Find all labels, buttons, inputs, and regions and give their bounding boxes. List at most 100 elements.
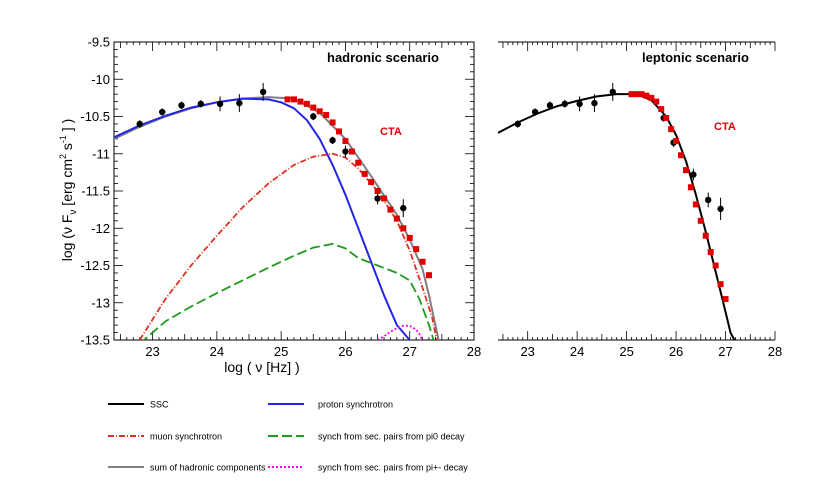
legend-label: muon synchrotron xyxy=(150,432,222,442)
cta-data-point xyxy=(717,281,724,288)
y-tick-label: -10.5 xyxy=(80,109,110,124)
synch-from-sec-pairs-from-pi-decay-curve xyxy=(377,324,424,340)
measured-data-point xyxy=(329,137,336,144)
cta-data-point xyxy=(653,98,660,105)
cta-data-point xyxy=(303,100,310,107)
measured-data-point xyxy=(259,88,267,96)
hadronic-axis-ticks xyxy=(114,41,475,341)
cta-data-point xyxy=(291,96,297,103)
cta-data-point xyxy=(419,258,426,265)
legend-label: proton synchrotron xyxy=(318,400,393,410)
y-axis-label-sup2: -1 xyxy=(58,135,68,143)
measured-data-point xyxy=(609,88,616,96)
x-tick-label: 23 xyxy=(145,344,159,359)
cta-data-point xyxy=(722,296,729,303)
cta-data-point xyxy=(329,119,336,126)
measured-data-point xyxy=(546,102,554,109)
leptonic-title: leptonic scenario xyxy=(642,50,749,65)
measured-data-point xyxy=(374,195,381,202)
cta-data-point xyxy=(323,112,330,119)
cta-data-point xyxy=(361,170,368,177)
x-tick-label: 25 xyxy=(619,344,633,359)
measured-data-point xyxy=(310,113,317,120)
cta-data-point xyxy=(368,179,375,186)
cta-data-point xyxy=(413,246,420,253)
legend-label: SSC xyxy=(150,400,169,410)
leptonic-points xyxy=(514,82,729,303)
y-tick-label: -10 xyxy=(91,72,110,87)
cta-data-point xyxy=(400,225,407,232)
y-tick-label: -13.5 xyxy=(80,333,110,348)
x-tick-label: 28 xyxy=(467,344,481,359)
leptonic-curves xyxy=(498,93,736,340)
measured-data-point xyxy=(136,120,143,128)
x-tick-label: 27 xyxy=(402,344,416,359)
x-tick-label: 26 xyxy=(338,344,352,359)
y-axis-label-sub: ν xyxy=(68,210,79,215)
cta-data-point xyxy=(381,195,387,202)
cta-data-point xyxy=(342,138,349,145)
x-tick-label: 25 xyxy=(274,344,288,359)
measured-data-point xyxy=(531,108,539,116)
cta-data-point xyxy=(310,104,317,111)
y-tick-label: -9.5 xyxy=(88,35,110,50)
measured-data-point xyxy=(705,196,712,204)
leptonic-cta-label: CTA xyxy=(714,121,736,133)
y-tick-label: -12.5 xyxy=(80,258,110,273)
cta-data-point xyxy=(658,106,665,113)
cta-data-point xyxy=(638,91,645,98)
synch-from-sec-pairs-from-pi0-decay-curve xyxy=(142,243,435,340)
x-tick-label: 28 xyxy=(768,344,782,359)
hadronic-y-tick-labels: -9.5 -10 -10.5 -11 -11.5 -12 -12.5 -13 -13.5 xyxy=(80,35,110,348)
cta-data-point xyxy=(374,188,381,194)
legend-label: sum of hadronic components xyxy=(150,463,266,473)
hadronic-title: hadronic scenario xyxy=(327,50,439,65)
x-tick-label: 24 xyxy=(570,344,584,359)
cta-data-point xyxy=(668,126,675,133)
y-axis-label-text: log (ν F xyxy=(59,215,75,262)
x-tick-label: 23 xyxy=(520,344,534,359)
cta-data-point xyxy=(628,91,635,98)
cta-data-point xyxy=(643,92,650,99)
x-axis-label: log ( ν [Hz] ) xyxy=(224,359,299,375)
legend: SSC proton synchrotron muon synchrotron syn… xyxy=(108,400,468,473)
ssc-curve xyxy=(498,93,736,340)
x-tick-label: 27 xyxy=(718,344,732,359)
y-axis-label: log (ν Fν [erg cm2 s-1 ] ) xyxy=(58,119,79,262)
y-tick-label: -13 xyxy=(91,295,110,310)
cta-data-point xyxy=(426,272,432,279)
cta-data-point xyxy=(406,234,413,241)
cta-data-point xyxy=(336,128,342,135)
cta-data-point xyxy=(673,138,680,145)
y-axis-label-end: ] ) xyxy=(59,119,75,135)
cta-data-point xyxy=(316,108,323,115)
cta-data-point xyxy=(687,184,694,191)
cta-data-point xyxy=(707,249,714,256)
cta-data-point xyxy=(692,201,699,208)
measured-data-point xyxy=(342,148,349,155)
x-tick-label: 24 xyxy=(210,344,224,359)
measured-data-point xyxy=(400,204,407,212)
leptonic-x-tick-labels: 23 24 25 26 27 28 xyxy=(520,344,782,359)
measured-data-point xyxy=(159,108,166,116)
cta-data-point xyxy=(284,96,291,103)
cta-data-point xyxy=(663,114,670,121)
legend-label: synch from sec. pairs from pi0 decay xyxy=(318,432,465,442)
measured-data-point xyxy=(197,100,204,108)
legend-label: synch from sec. pairs from pi+- decay xyxy=(318,463,468,473)
cta-data-point xyxy=(702,232,709,239)
cta-data-point xyxy=(682,167,689,174)
y-tick-label: -11.5 xyxy=(81,184,110,199)
measured-data-point xyxy=(576,100,583,108)
hadronic-panel: -9.5-10-10.5-11-11.5-12-12.5-13-13.5 23 2… xyxy=(80,35,481,360)
cta-data-point xyxy=(387,206,394,213)
measured-data-point xyxy=(236,99,243,107)
y-axis-label-sup1: 2 xyxy=(58,154,68,159)
hadronic-x-tick-labels: 23 24 25 26 27 28 xyxy=(145,344,481,359)
y-axis-label-s: s xyxy=(59,143,75,154)
cta-data-point xyxy=(712,262,719,269)
cta-data-point xyxy=(633,91,640,98)
leptonic-axis-ticks xyxy=(502,42,776,340)
cta-data-point xyxy=(355,159,362,166)
